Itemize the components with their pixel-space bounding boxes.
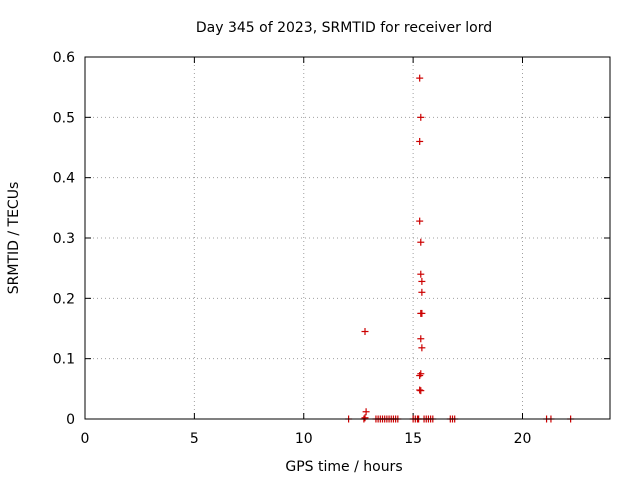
data-points [345, 74, 575, 423]
data-point [417, 370, 425, 378]
data-point [417, 387, 425, 395]
y-tick-label: 0 [66, 412, 75, 428]
y-tick-label: 0.4 [53, 171, 75, 187]
data-point [418, 277, 426, 285]
y-tick-label: 0.3 [53, 231, 75, 247]
data-point [416, 74, 424, 82]
data-point [417, 335, 425, 343]
data-point [416, 372, 424, 380]
data-point [416, 137, 424, 145]
x-tick-label: 10 [295, 431, 313, 447]
y-tick-label: 0.6 [53, 50, 75, 66]
data-point [416, 386, 424, 394]
plot-frame [84, 56, 611, 420]
x-axis-label: GPS time / hours [285, 459, 402, 475]
y-axis-label: SRMTID / TECUs [6, 182, 22, 295]
x-tick-label: 15 [404, 431, 422, 447]
data-point [417, 113, 425, 121]
data-point [418, 344, 426, 352]
data-point [417, 238, 425, 246]
data-point [361, 414, 369, 422]
data-point [417, 270, 425, 278]
y-tick-label: 0.2 [53, 291, 75, 307]
data-point [416, 217, 424, 225]
y-tick-label: 0.1 [53, 352, 75, 368]
grid-lines [85, 57, 610, 419]
x-tick-label: 5 [190, 431, 199, 447]
data-point [418, 309, 426, 317]
y-tick-label: 0.5 [53, 110, 75, 126]
chart-title: Day 345 of 2023, SRMTID for receiver lor… [196, 20, 492, 36]
data-point [418, 288, 426, 296]
x-tick-labels: 0 5 10 15 20 [81, 431, 532, 447]
y-tick-labels: 0 0.1 0.2 0.3 0.4 0.5 0.6 [53, 50, 75, 428]
data-point [362, 408, 370, 416]
x-tick-label: 20 [514, 431, 532, 447]
x-tick-label: 0 [81, 431, 90, 447]
axis-ticks [84, 56, 610, 420]
data-point [361, 328, 369, 336]
